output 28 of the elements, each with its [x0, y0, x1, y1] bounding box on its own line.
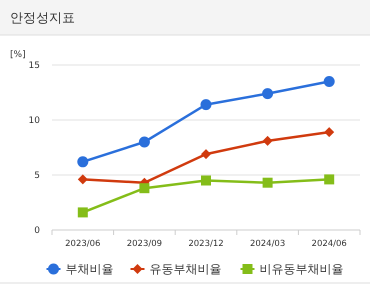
legend-label: 부채비율 — [66, 262, 114, 276]
y-tick-label: 10 — [28, 116, 40, 126]
y-axis-title: [%] — [10, 50, 26, 60]
point — [78, 207, 88, 218]
x-tick-label: 2023/06 — [65, 239, 100, 249]
chart-title: 안정성지표 — [10, 11, 75, 26]
point — [77, 156, 88, 168]
point — [201, 176, 211, 186]
point — [324, 76, 335, 87]
y-tick-label: 15 — [28, 61, 40, 72]
point — [201, 149, 211, 160]
point — [78, 174, 88, 184]
x-tick-label: 2023/12 — [188, 239, 224, 249]
x-tick-label: 2023/09 — [126, 239, 162, 249]
point — [200, 99, 212, 110]
point — [262, 178, 273, 188]
point — [139, 183, 150, 194]
x-tick-label: 2024/06 — [312, 239, 347, 249]
point — [324, 127, 334, 138]
y-tick-label: 5 — [34, 171, 40, 182]
point — [324, 174, 334, 184]
point — [262, 88, 274, 100]
point — [138, 136, 150, 148]
point — [262, 136, 273, 146]
legend-label: 비유동부채비율 — [260, 262, 344, 276]
x-tick-label: 2024/03 — [250, 239, 286, 249]
legend-label: 유동부채비율 — [150, 262, 222, 276]
y-tick-label: 0 — [34, 226, 40, 236]
